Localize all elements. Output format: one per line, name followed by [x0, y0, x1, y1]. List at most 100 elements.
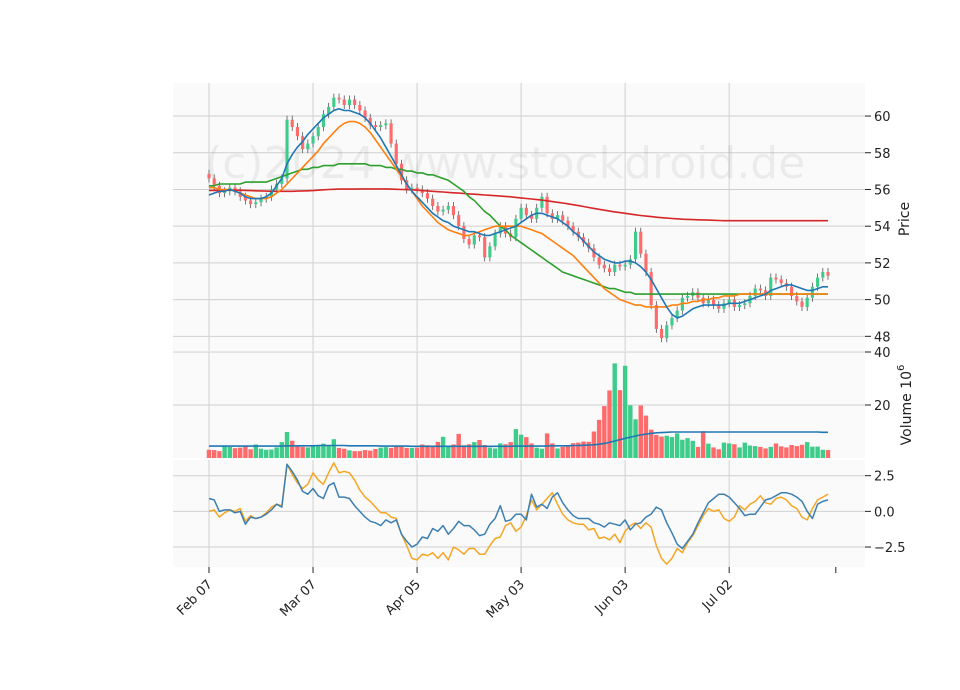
oscillator-tick-label: 0.0	[874, 505, 895, 520]
candle-body	[467, 239, 471, 245]
candle-body	[712, 299, 716, 306]
volume-marks	[206, 363, 831, 458]
candle-body	[790, 286, 794, 296]
volume-bar	[680, 439, 685, 458]
candle-body	[373, 125, 378, 128]
volume-bar	[674, 433, 680, 458]
volume-bar	[362, 450, 368, 458]
volume-bar	[695, 446, 701, 458]
candle-body	[602, 264, 606, 269]
volume-bar	[789, 445, 794, 458]
volume-bar	[524, 437, 529, 458]
candle-body	[446, 205, 450, 210]
oscillator-marks	[208, 462, 829, 565]
candle-body	[358, 105, 362, 111]
candle-body	[477, 235, 482, 238]
volume-bar	[409, 447, 415, 458]
candle-body	[561, 215, 565, 221]
volume-bar	[253, 444, 259, 458]
ma-fast-line	[208, 107, 828, 319]
volume-bar	[378, 447, 383, 458]
price-tick-label: 50	[874, 294, 891, 309]
grid-lines	[173, 83, 865, 567]
volume-bar	[602, 406, 607, 458]
volume-bar	[685, 438, 690, 458]
candle-body	[529, 215, 534, 219]
candle-body	[743, 303, 747, 306]
candle-body	[384, 123, 388, 126]
price-tick-label: 58	[874, 147, 891, 162]
volume-bar	[586, 441, 591, 458]
volume-bar	[373, 448, 378, 458]
volume-bar	[331, 439, 337, 458]
volume-bar	[440, 436, 446, 458]
volume-bar	[742, 442, 747, 458]
volume-bar	[352, 451, 357, 458]
volume-bar	[737, 447, 742, 458]
candle-body	[696, 292, 700, 298]
volume-bar	[700, 431, 706, 458]
volume-bar	[279, 442, 285, 458]
volume-bar	[237, 447, 243, 458]
candle-body	[717, 305, 721, 309]
volume-bar	[607, 390, 612, 458]
price-tick-label: 60	[874, 110, 891, 125]
candle-body	[639, 231, 643, 254]
volume-bar	[492, 448, 498, 458]
candle-body	[571, 226, 575, 232]
candle-body	[800, 301, 804, 307]
candle-body	[249, 200, 253, 205]
volume-bar	[648, 429, 654, 458]
candle-body	[774, 277, 778, 280]
candle-body	[207, 173, 211, 179]
candle-body	[368, 117, 372, 126]
volume-bar	[815, 446, 820, 458]
volume-bar	[482, 445, 487, 458]
volume-bar	[659, 436, 664, 458]
volume-axis-label-exponent: 6	[896, 365, 907, 371]
candle-body	[327, 106, 331, 115]
volume-bar	[622, 365, 628, 458]
volume-bar	[570, 443, 576, 458]
volume-bar	[576, 442, 581, 458]
volume-bar	[513, 429, 519, 458]
candle-body	[805, 297, 809, 307]
volume-bar	[211, 450, 217, 458]
volume-bar	[435, 441, 441, 458]
volume-bar	[810, 446, 815, 458]
candle-body	[680, 297, 684, 311]
volume-bar	[539, 448, 545, 458]
volume-bar	[669, 437, 675, 458]
ma-mid-line	[209, 120, 828, 308]
candle-body	[399, 163, 404, 181]
candle-body	[597, 257, 601, 265]
volume-bar	[773, 443, 779, 458]
volume-bar	[232, 448, 238, 458]
volume-bar	[420, 444, 425, 458]
candle-body	[259, 198, 263, 203]
candle-body	[607, 268, 612, 273]
price-tick-label: 56	[874, 183, 891, 198]
candle-body	[462, 226, 466, 240]
candle-body	[675, 310, 679, 318]
volume-bar	[310, 446, 316, 458]
volume-bar	[248, 449, 253, 458]
volume-bar	[383, 447, 389, 458]
volume-bar	[664, 435, 669, 458]
volume-bar	[706, 443, 711, 458]
volume-bar	[508, 442, 513, 458]
candle-body	[457, 215, 461, 227]
candle-body	[290, 119, 294, 128]
volume-bar	[399, 446, 404, 458]
candle-body	[493, 233, 497, 247]
volume-bar	[825, 450, 831, 458]
volume-bar	[716, 449, 721, 458]
price-tick-label: 52	[874, 257, 891, 272]
volume-bar	[799, 444, 805, 458]
volume-bar	[633, 419, 638, 458]
ma-slow-line	[209, 163, 828, 295]
candle-body	[306, 143, 310, 150]
volume-bar	[794, 446, 800, 458]
candle-body	[769, 277, 773, 296]
volume-bar	[336, 447, 342, 458]
